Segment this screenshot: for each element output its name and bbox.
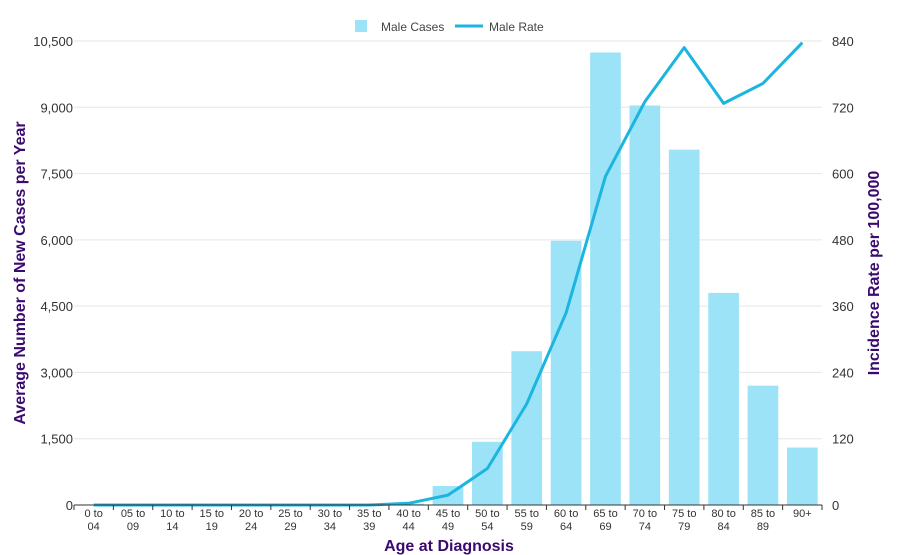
right-tick-label: 240 <box>832 365 854 380</box>
bar-13[interactable] <box>590 52 621 505</box>
left-axis-title: Average Number of New Cases per Year <box>12 121 29 424</box>
left-tick-label: 4,500 <box>40 299 73 314</box>
bar-18[interactable] <box>786 447 818 505</box>
x-tick-label: 60 to 64 <box>554 508 578 533</box>
right-tick-label: 480 <box>832 233 854 248</box>
x-axis-title: Age at Diagnosis <box>384 538 514 555</box>
bar-12[interactable] <box>550 240 582 505</box>
x-tick-label: 0 to 04 <box>85 508 103 533</box>
right-tick-label: 0 <box>832 498 839 513</box>
x-tick-label: 90+ <box>793 508 812 520</box>
x-tick-label: 30 to 34 <box>318 508 342 533</box>
x-tick-label: 85 to 89 <box>751 508 775 533</box>
right-tick-label: 360 <box>832 299 854 314</box>
bar-17[interactable] <box>747 385 779 505</box>
legend-swatch-male-cases <box>355 20 367 32</box>
x-tick-label: 35 to 39 <box>357 508 381 533</box>
right-axis-ticks: 0 120 240 360 480 600 720 840 <box>832 34 854 513</box>
x-tick-label: 75 to 79 <box>672 508 696 533</box>
x-tick-label: 45 to 49 <box>436 508 460 533</box>
right-axis-title: Incidence Rate per 100,000 <box>866 171 883 376</box>
bar-11[interactable] <box>511 351 543 505</box>
left-tick-label: 6,000 <box>40 233 73 248</box>
legend[interactable]: Male Cases Male Rate <box>355 20 544 34</box>
bar-16[interactable] <box>708 292 739 505</box>
x-tick-label: 55 to 59 <box>515 508 539 533</box>
x-axis-ticks: 0 to 04 05 to 09 10 to 14 15 to 19 20 to 24 25 to 2… <box>85 508 812 533</box>
bar-15[interactable] <box>668 149 700 506</box>
x-tick-label: 50 to 54 <box>475 508 499 533</box>
x-tick-label: 05 to 09 <box>121 508 145 533</box>
right-tick-label: 840 <box>832 34 854 49</box>
x-tick-label: 65 to 69 <box>593 508 617 533</box>
bar-series <box>393 52 818 506</box>
bar-14[interactable] <box>629 105 661 505</box>
axes <box>73 504 823 510</box>
legend-label-male-cases: Male Cases <box>381 20 444 34</box>
left-tick-label: 1,500 <box>40 432 73 447</box>
x-tick-label: 80 to 84 <box>711 508 735 533</box>
left-tick-label: 3,000 <box>40 365 73 380</box>
x-tick-label: 25 to 29 <box>278 508 302 533</box>
gridlines <box>74 40 822 440</box>
right-tick-label: 120 <box>832 432 854 447</box>
right-tick-label: 600 <box>832 167 854 182</box>
left-tick-label: 9,000 <box>40 100 73 115</box>
left-tick-label: 7,500 <box>40 167 73 182</box>
x-tick-label: 70 to 74 <box>633 508 657 533</box>
left-tick-label: 10,500 <box>33 34 73 49</box>
x-tick-label: 20 to 24 <box>239 508 263 533</box>
x-tick-label: 10 to 14 <box>160 508 184 533</box>
right-tick-label: 720 <box>832 100 854 115</box>
legend-label-male-rate: Male Rate <box>489 20 544 34</box>
left-tick-label: 0 <box>66 498 73 513</box>
x-tick-label: 40 to 44 <box>396 508 420 533</box>
left-axis-ticks: 0 1,500 3,000 4,500 6,000 7,500 9,000 10,500 <box>33 34 73 513</box>
x-tick-label: 15 to 19 <box>200 508 224 533</box>
